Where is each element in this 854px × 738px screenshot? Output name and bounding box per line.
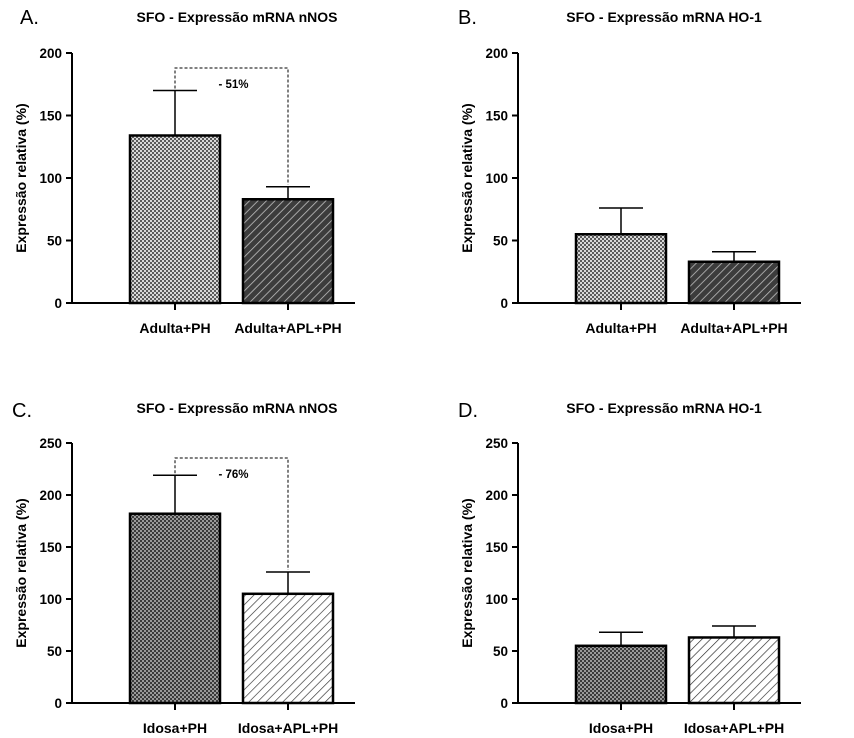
y-tick-label: 150 [39,109,62,124]
x-category-label: Idosa+APL+PH [238,720,338,736]
y-tick-label: 100 [39,171,62,186]
chart-panel-2: B. SFO - Expressão mRNA HO-1 Expressão rel… [458,7,801,336]
y-tick-label: 100 [39,592,62,607]
y-tick-label: 100 [485,171,508,186]
y-tick-label: 200 [485,46,508,61]
y-tick-label: 50 [493,234,508,249]
y-tick-label: 0 [500,296,508,311]
bar-1 [574,233,668,305]
y-tick-label: 150 [39,540,62,555]
x-category-label: Idosa+PH [143,720,207,736]
y-tick-label: 250 [485,436,508,451]
y-tick-label: 0 [54,296,62,311]
annotation-label: - 76% [218,469,248,481]
chart-title: SFO - Expressão mRNA HO-1 [566,9,762,25]
chart-panel-3: C. SFO - Expressão mRNA nNOS Expressão rel… [12,400,355,736]
x-category-label: Adulta+PH [139,320,210,336]
chart-panel-4: D. SFO - Expressão mRNA HO-1 Expressão rel… [458,400,801,736]
y-tick-label: 0 [500,696,508,711]
x-category-label: Idosa+APL+PH [684,720,784,736]
chart-panel-1: A. SFO - Expressão mRNA nNOS Expressão rel… [13,7,355,336]
x-category-label: Idosa+PH [589,720,653,736]
y-tick-label: 200 [39,488,62,503]
bar-1 [128,134,222,305]
y-tick-label: 0 [54,696,62,711]
comparison-bracket [174,67,289,185]
panel-letter: A. [20,7,39,29]
chart-title: SFO - Expressão mRNA nNOS [137,9,338,25]
bar-1 [574,644,668,705]
y-tick-label: 250 [39,436,62,451]
comparison-bracket [174,457,289,570]
y-tick-label: 200 [485,488,508,503]
bar-2 [687,260,781,305]
chart-title: SFO - Expressão mRNA nNOS [137,400,338,416]
y-axis-label: Expressão relativa (%) [459,103,475,252]
y-tick-label: 150 [485,109,508,124]
x-category-label: Adulta+PH [585,320,656,336]
panel-letter: B. [458,7,477,29]
y-tick-label: 150 [485,540,508,555]
y-tick-label: 100 [485,592,508,607]
x-category-label: Adulta+APL+PH [234,320,341,336]
y-axis-label: Expressão relativa (%) [13,498,29,647]
bar-2 [241,592,335,705]
annotation-label: - 51% [218,79,248,91]
bar-1 [128,512,222,705]
chart-title: SFO - Expressão mRNA HO-1 [566,400,762,416]
x-category-label: Adulta+APL+PH [680,320,787,336]
bar-2 [687,636,781,705]
panel-letter: C. [12,400,32,422]
y-tick-label: 200 [39,46,62,61]
y-axis-label: Expressão relativa (%) [13,103,29,252]
y-axis-label: Expressão relativa (%) [459,498,475,647]
bar-2 [241,198,335,305]
y-tick-label: 50 [47,644,62,659]
panel-letter: D. [458,400,478,422]
y-tick-label: 50 [493,644,508,659]
y-tick-label: 50 [47,234,62,249]
